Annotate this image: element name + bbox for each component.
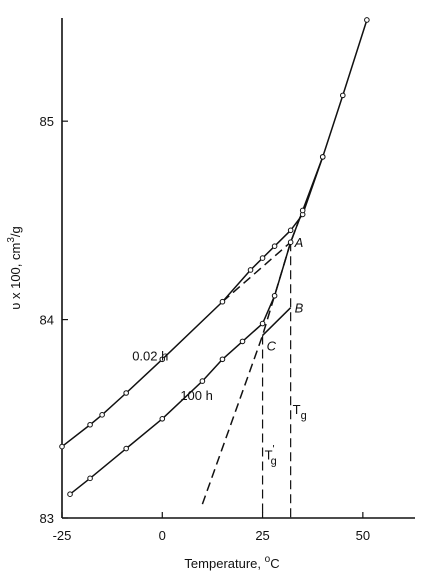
axes	[61, 18, 415, 519]
y-tick-label-1: 84	[40, 313, 54, 328]
series-line-0-02-h	[61, 156, 324, 448]
annotation-A-text: A	[294, 235, 304, 250]
data-point-0-02-h-2	[99, 412, 105, 418]
data-point-0-02-h-4	[159, 356, 166, 363]
ticks: -25 0 25 50 83 84 85	[40, 114, 371, 543]
points-layer	[59, 17, 370, 497]
y-tick-label-0: 83	[40, 511, 54, 526]
x-tick-label-3: 50	[356, 528, 370, 543]
data-point-0-02-h-3	[123, 390, 129, 396]
data-point-0-02-h-9	[287, 227, 294, 234]
data-point-100-h-1	[87, 475, 93, 482]
data-point-100-h-11	[319, 154, 326, 160]
annotation-Tg: Tg	[293, 402, 307, 422]
x-tick-label-2: 25	[255, 528, 269, 543]
series-line-b-line	[262, 307, 292, 336]
annotation-label-100h: 100 h	[180, 388, 213, 403]
annotation-Tg-sub: g	[301, 410, 307, 422]
data-point-100-h-12	[339, 92, 346, 99]
vertical-markers	[261, 242, 292, 518]
annotation-C: C	[267, 338, 277, 353]
annotation-label-100h-text: 100 h	[180, 388, 213, 403]
annotation-label-002h-text: 0.02 h	[132, 348, 168, 363]
data-point-100-h-6	[239, 338, 246, 345]
series-line-100-h	[69, 19, 368, 495]
annotation-Tg-prime: T' g	[265, 444, 277, 468]
annotation-label-002h: 0.02 h	[132, 348, 168, 363]
data-point-100-h-3	[159, 415, 166, 422]
data-point-0-02-h-7	[259, 255, 266, 261]
series-line-a-tangent	[221, 241, 292, 303]
x-axis-label-unit: C	[270, 556, 279, 571]
data-point-0-02-h-8	[271, 243, 278, 249]
annotation-Tg-prime-sup: '	[273, 444, 275, 456]
x-axis-label-sup: o	[265, 554, 271, 565]
x-axis-label-text: Temperature,	[184, 556, 264, 571]
annotation-B: B	[295, 301, 304, 316]
annotation-B-text: B	[295, 301, 304, 316]
data-point-100-h-10	[299, 207, 306, 214]
y-axis-label-text: υ x 100, cm	[8, 243, 23, 310]
data-point-100-h-5	[219, 356, 226, 363]
data-point-100-h-2	[123, 445, 129, 452]
annotation-Tg-prime-text: T	[265, 448, 273, 463]
data-point-0-02-h-5	[219, 298, 226, 305]
annotation-Tg-text: T	[293, 402, 301, 417]
y-axis-label-sup: 3	[6, 237, 17, 243]
series-layer	[61, 19, 368, 505]
y-tick-label-2: 85	[40, 114, 54, 129]
data-point-0-02-h-1	[87, 421, 93, 428]
annotation-C-text: C	[267, 338, 277, 353]
y-axis-label-unit: /g	[8, 226, 23, 237]
x-tick-label-1: 0	[159, 528, 166, 543]
data-point-100-h-13	[364, 17, 370, 23]
x-axis-label: Temperature, oC	[184, 554, 279, 571]
data-point-0-02-h-6	[247, 267, 254, 273]
data-point-100-h-9	[287, 239, 294, 246]
series-line-equilibrium-extrapolation	[201, 210, 304, 505]
y-axis-label: υ x 100, cm3/g	[6, 226, 23, 309]
data-point-0-02-h-0	[59, 443, 65, 450]
annotation-Tg-prime-sub: g	[271, 456, 277, 468]
data-point-100-h-7	[259, 320, 266, 327]
data-point-100-h-8	[271, 292, 278, 299]
data-point-100-h-4	[199, 378, 206, 384]
data-point-100-h-0	[67, 491, 73, 497]
x-tick-label-0: -25	[53, 528, 72, 543]
annotation-A: A	[294, 235, 304, 250]
